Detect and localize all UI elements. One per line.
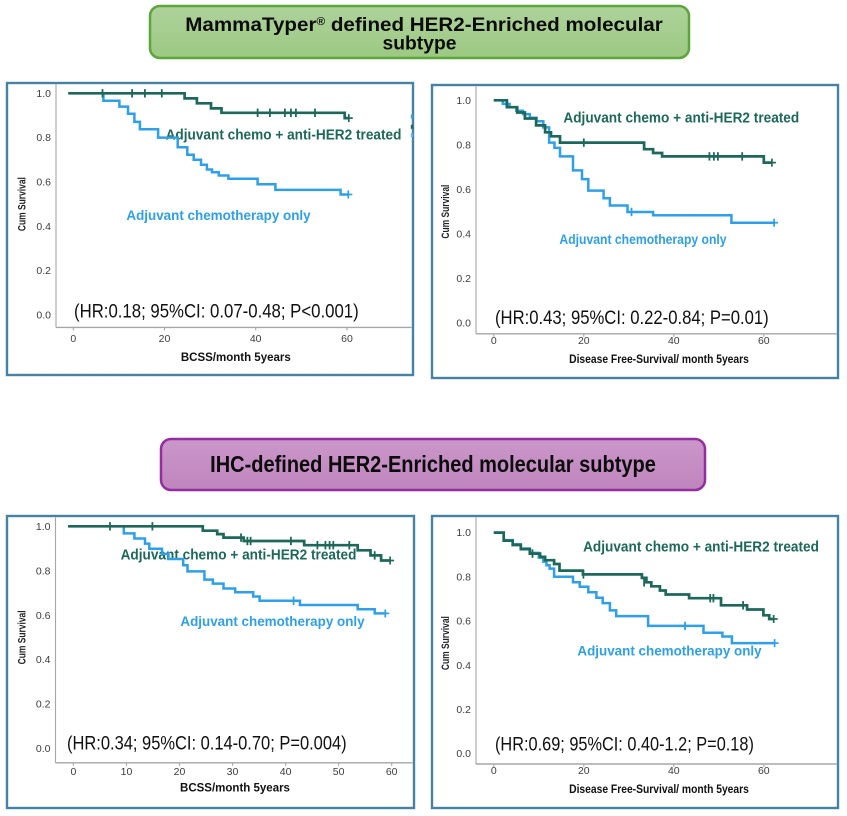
svg-text:Adjuvant chemotherapy only: Adjuvant chemotherapy only <box>577 642 762 658</box>
svg-text:0.0: 0.0 <box>36 743 51 755</box>
svg-text:40: 40 <box>250 333 262 345</box>
svg-text:IHC-defined HER2-Enriched mole: IHC-defined HER2-Enriched molecular subt… <box>210 452 656 478</box>
svg-text:Adjuvant chemotherapy only: Adjuvant chemotherapy only <box>126 207 311 223</box>
svg-text:0.0: 0.0 <box>456 317 471 329</box>
svg-text:0.6: 0.6 <box>36 177 51 189</box>
svg-text:60: 60 <box>758 765 770 777</box>
svg-text:50: 50 <box>333 766 345 778</box>
svg-text:0.2: 0.2 <box>36 699 51 711</box>
svg-text:subtype: subtype <box>383 34 457 55</box>
svg-text:0.6: 0.6 <box>456 616 471 628</box>
svg-text:20: 20 <box>578 765 590 777</box>
svg-text:1.0: 1.0 <box>36 521 51 533</box>
svg-text:0.6: 0.6 <box>36 610 51 622</box>
svg-text:10: 10 <box>121 766 133 778</box>
svg-text:0.8: 0.8 <box>456 571 471 583</box>
svg-text:0.8: 0.8 <box>36 132 51 144</box>
svg-text:Adjuvant chemo + anti-HER2 tr: Adjuvant chemo + anti-HER2 treated <box>563 110 799 127</box>
svg-text:1.0: 1.0 <box>456 527 471 539</box>
svg-text:0.0: 0.0 <box>456 748 471 760</box>
svg-text:(HR:0.18; 95%CI: 0.07-0.48; P<: (HR:0.18; 95%CI: 0.07-0.48; P<0.001) <box>74 301 359 322</box>
svg-text:40: 40 <box>280 766 292 778</box>
svg-text:(HR:0.69; 95%CI: 0.40-1.2; P=0: (HR:0.69; 95%CI: 0.40-1.2; P=0.18) <box>495 733 754 754</box>
svg-text:Cum Survival: Cum Survival <box>17 177 29 231</box>
svg-text:0.4: 0.4 <box>456 660 471 672</box>
svg-text:0: 0 <box>491 335 497 347</box>
svg-text:BCSS/month 5years: BCSS/month 5years <box>181 352 291 364</box>
svg-text:0.2: 0.2 <box>36 265 51 277</box>
svg-text:60: 60 <box>758 335 770 347</box>
svg-text:Adjuvant chemotherapy only: Adjuvant chemotherapy only <box>559 231 727 247</box>
svg-text:Adjuvant chemo + anti-HER2 tr: Adjuvant chemo + anti-HER2 treated <box>166 127 402 144</box>
svg-text:(HR:0.43; 95%CI: 0.22-0.84; P=: (HR:0.43; 95%CI: 0.22-0.84; P=0.01) <box>495 307 769 328</box>
svg-text:60: 60 <box>386 766 398 778</box>
svg-text:30: 30 <box>227 766 239 778</box>
svg-text:Cum Survival: Cum Survival <box>17 610 29 664</box>
svg-text:40: 40 <box>668 765 680 777</box>
svg-text:0.4: 0.4 <box>456 228 471 240</box>
svg-text:(HR:0.34; 95%CI: 0.14-0.70; P=: (HR:0.34; 95%CI: 0.14-0.70; P=0.004) <box>67 732 347 753</box>
svg-text:Cum Survival: Cum Survival <box>440 184 452 238</box>
svg-text:60: 60 <box>341 333 353 345</box>
svg-text:0.8: 0.8 <box>456 139 471 151</box>
svg-text:0.2: 0.2 <box>456 273 471 285</box>
svg-text:0.0: 0.0 <box>36 309 51 321</box>
svg-text:Cum Survival: Cum Survival <box>440 616 452 670</box>
svg-text:Adjuvant chemotherapy only: Adjuvant chemotherapy only <box>180 613 365 629</box>
svg-text:1.0: 1.0 <box>456 95 471 107</box>
svg-text:0.2: 0.2 <box>456 704 471 716</box>
svg-text:20: 20 <box>159 333 171 345</box>
svg-text:20: 20 <box>578 335 590 347</box>
svg-text:BCSS/month 5years: BCSS/month 5years <box>180 783 290 795</box>
svg-text:0.8: 0.8 <box>36 565 51 577</box>
svg-text:0.6: 0.6 <box>456 184 471 196</box>
svg-text:0: 0 <box>70 333 76 345</box>
svg-text:0: 0 <box>70 766 76 778</box>
svg-text:1.0: 1.0 <box>36 88 51 100</box>
svg-text:0: 0 <box>491 765 497 777</box>
svg-text:MammaTyper® defined HER2-Enric: MammaTyper® defined HER2-Enriched molecu… <box>185 15 663 36</box>
svg-text:0.4: 0.4 <box>36 221 51 233</box>
svg-text:Disease Free-Survival/ month 5: Disease Free-Survival/ month 5years <box>569 784 749 797</box>
svg-text:Disease Free-Survival/ month 5: Disease Free-Survival/ month 5years <box>569 354 749 367</box>
svg-text:20: 20 <box>174 766 186 778</box>
svg-text:0.4: 0.4 <box>36 654 51 666</box>
svg-text:40: 40 <box>668 335 680 347</box>
svg-text:Adjuvant chemo + anti-HER2 tr: Adjuvant chemo + anti-HER2 treated <box>583 539 819 556</box>
